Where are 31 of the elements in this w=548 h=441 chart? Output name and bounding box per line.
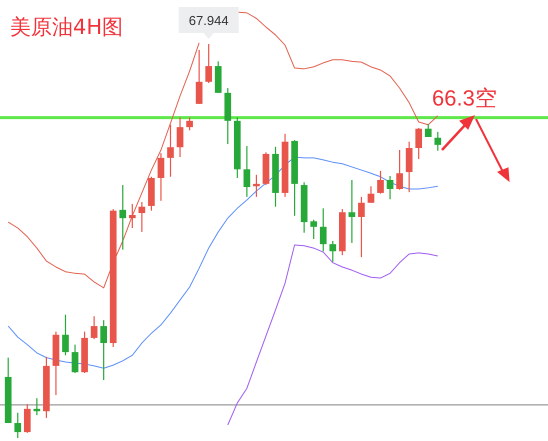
candlestick — [329, 240, 336, 262]
candlestick — [128, 203, 136, 229]
candlestick — [358, 196, 365, 258]
candlestick — [90, 316, 98, 340]
candlestick — [167, 124, 174, 178]
candlestick — [396, 149, 403, 190]
candlestick — [205, 43, 212, 84]
candlestick — [24, 404, 31, 434]
candlestick — [244, 145, 250, 198]
candlestick — [72, 344, 78, 374]
candlestick — [100, 320, 108, 381]
chart-title: 美原油4H图 — [10, 15, 124, 39]
annotation: 67.944 — [188, 13, 229, 28]
candlestick — [138, 201, 146, 233]
candlestick — [348, 179, 356, 244]
candlestick — [14, 412, 22, 439]
candlestick — [368, 186, 374, 204]
candlestick — [415, 127, 422, 160]
candlestick — [386, 175, 394, 200]
candlestick — [434, 131, 442, 152]
ref-line-label: 66.3空 — [432, 86, 497, 111]
candlestick — [62, 314, 69, 356]
candlestick — [176, 116, 184, 158]
candlestick — [158, 152, 164, 202]
candlestick — [310, 219, 318, 240]
candlestick — [320, 208, 327, 252]
candlestick — [119, 184, 126, 250]
candlestick — [424, 123, 432, 138]
candlestick — [377, 170, 384, 194]
candlestick — [186, 116, 193, 131]
candlestick — [196, 49, 202, 104]
